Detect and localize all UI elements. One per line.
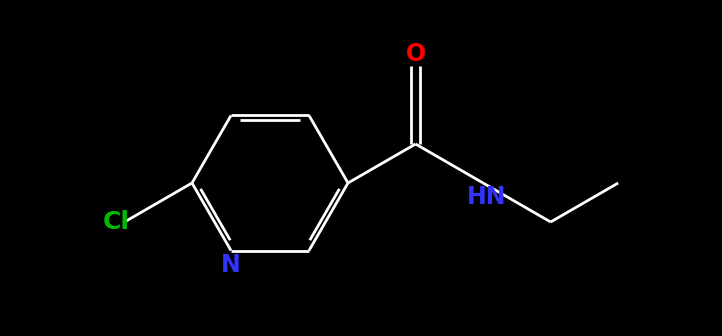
Text: O: O xyxy=(406,42,425,66)
Text: Cl: Cl xyxy=(103,210,130,234)
Text: N: N xyxy=(221,253,241,277)
Text: HN: HN xyxy=(467,185,507,209)
